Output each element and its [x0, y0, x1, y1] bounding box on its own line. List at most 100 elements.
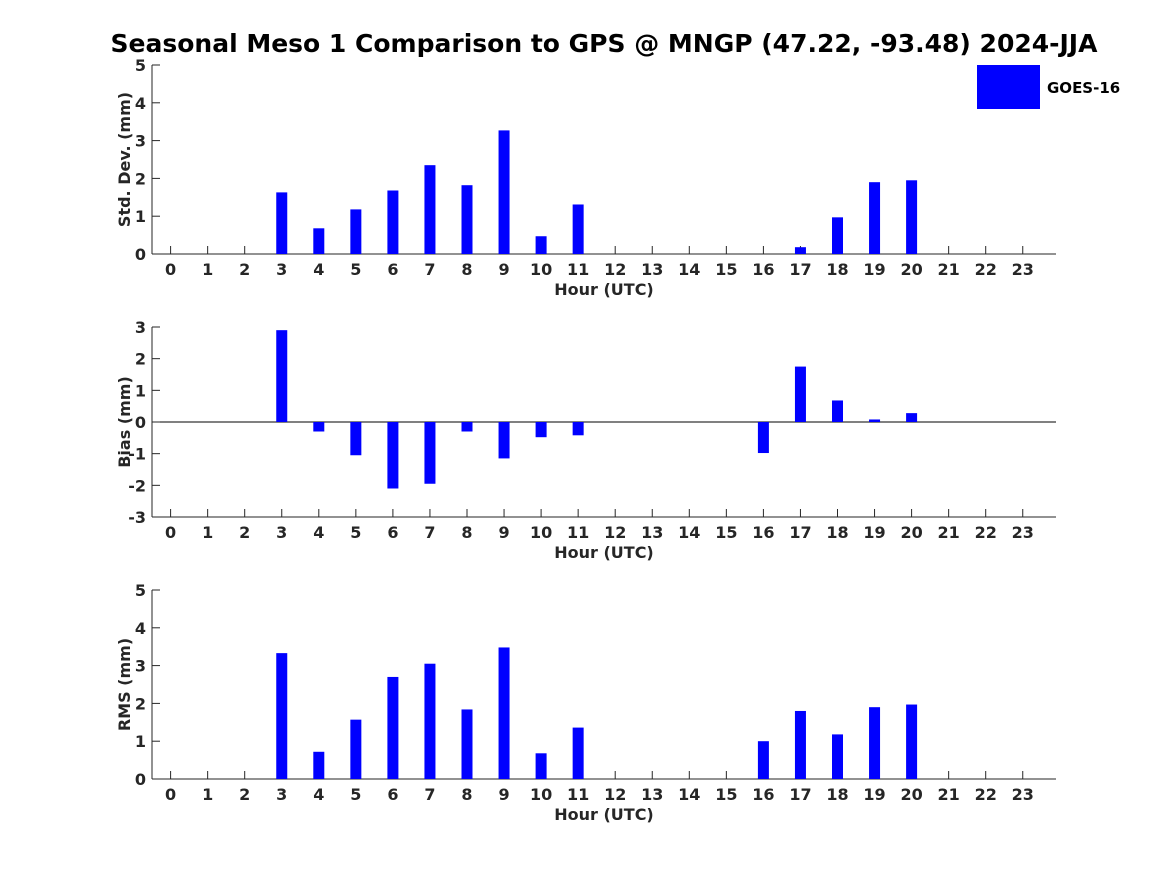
legend-swatch [977, 65, 1040, 109]
x-tick-label: 9 [498, 785, 509, 804]
bar-hour-6 [387, 190, 399, 254]
x-tick-label: 3 [276, 260, 287, 279]
y-tick-label: 2 [135, 350, 146, 369]
bar-hour-10 [535, 236, 547, 254]
y-tick-label: 3 [135, 132, 146, 151]
x-tick-label: 4 [313, 785, 324, 804]
x-tick-label: 9 [498, 260, 509, 279]
bar-hour-4 [313, 228, 325, 254]
bar-hour-17 [794, 247, 806, 254]
y-tick-label: 4 [135, 619, 146, 638]
x-tick-label: 21 [938, 785, 960, 804]
bar-hour-7 [424, 422, 436, 484]
y-tick-label: -2 [128, 476, 146, 495]
y-tick-label: 1 [135, 207, 146, 226]
bar-hour-4 [313, 751, 325, 779]
y-tick-label: 4 [135, 94, 146, 113]
x-tick-label: 14 [678, 785, 700, 804]
x-tick-label: 18 [826, 523, 848, 542]
x-tick-label: 16 [752, 523, 774, 542]
bar-hour-8 [461, 185, 473, 254]
y-tick-label: 3 [135, 657, 146, 676]
y-tick-label: 0 [135, 770, 146, 789]
bar-hour-7 [424, 663, 436, 779]
bar-hour-3 [276, 330, 288, 422]
x-tick-label: 2 [239, 260, 250, 279]
x-tick-label: 23 [1012, 785, 1034, 804]
bar-hour-9 [498, 130, 510, 254]
bar-hour-3 [276, 192, 288, 254]
bar-hour-16 [757, 741, 769, 779]
x-tick-label: 5 [350, 785, 361, 804]
bar-hour-5 [350, 422, 362, 456]
x-axis-label: Hour (UTC) [554, 543, 654, 562]
x-tick-label: 23 [1012, 523, 1034, 542]
x-tick-label: 16 [752, 260, 774, 279]
x-tick-label: 12 [604, 260, 626, 279]
y-tick-label: -3 [128, 508, 146, 527]
bar-hour-11 [572, 204, 584, 254]
x-tick-label: 7 [424, 523, 435, 542]
x-tick-label: 15 [715, 523, 737, 542]
x-tick-label: 8 [461, 260, 472, 279]
x-tick-label: 12 [604, 785, 626, 804]
x-axis-label: Hour (UTC) [554, 280, 654, 299]
bar-hour-20 [906, 413, 918, 422]
y-tick-label: 2 [135, 169, 146, 188]
x-tick-label: 15 [715, 785, 737, 804]
bar-hour-6 [387, 422, 399, 489]
bar-hour-6 [387, 676, 399, 779]
bar-hour-19 [869, 707, 881, 779]
x-tick-label: 19 [863, 260, 885, 279]
y-tick-label: 5 [135, 581, 146, 600]
legend: GOES-16 [977, 65, 1120, 109]
bar-hour-8 [461, 422, 473, 432]
x-tick-label: 6 [387, 260, 398, 279]
bar-hour-18 [832, 400, 843, 422]
x-tick-label: 21 [938, 260, 960, 279]
bar-hour-20 [906, 704, 918, 779]
x-tick-label: 0 [165, 785, 176, 804]
x-tick-label: 15 [715, 260, 737, 279]
x-tick-label: 22 [975, 523, 997, 542]
x-tick-label: 17 [789, 785, 811, 804]
x-axis-label: Hour (UTC) [554, 805, 654, 824]
x-tick-label: 20 [900, 523, 922, 542]
bar-hour-19 [869, 419, 881, 422]
x-tick-label: 20 [900, 260, 922, 279]
bar-hour-18 [832, 734, 843, 779]
y-tick-label: 2 [135, 694, 146, 713]
x-tick-label: 1 [202, 785, 213, 804]
y-tick-label: 5 [135, 56, 146, 75]
x-tick-label: 19 [863, 523, 885, 542]
x-tick-label: 22 [975, 785, 997, 804]
x-tick-label: 22 [975, 260, 997, 279]
bar-hour-19 [869, 182, 881, 254]
bar-hour-4 [313, 422, 325, 432]
x-tick-label: 4 [313, 260, 324, 279]
y-axis-label: Bias (mm) [115, 376, 134, 468]
y-tick-label: 3 [135, 318, 146, 337]
bar-hour-7 [424, 165, 436, 254]
y-tick-label: 1 [135, 381, 146, 400]
bar-hour-3 [276, 653, 288, 779]
bar-hour-10 [535, 753, 547, 779]
x-tick-label: 18 [826, 260, 848, 279]
bar-hour-17 [794, 366, 806, 422]
bar-hour-8 [461, 709, 473, 779]
x-tick-label: 10 [530, 785, 552, 804]
y-tick-label: 1 [135, 732, 146, 751]
bar-hour-11 [572, 727, 584, 779]
bar-hour-5 [350, 209, 362, 254]
bar-hour-9 [498, 647, 510, 779]
x-tick-label: 7 [424, 785, 435, 804]
x-tick-label: 19 [863, 785, 885, 804]
x-tick-label: 1 [202, 260, 213, 279]
x-tick-label: 6 [387, 785, 398, 804]
x-tick-label: 8 [461, 785, 472, 804]
x-tick-label: 17 [789, 523, 811, 542]
